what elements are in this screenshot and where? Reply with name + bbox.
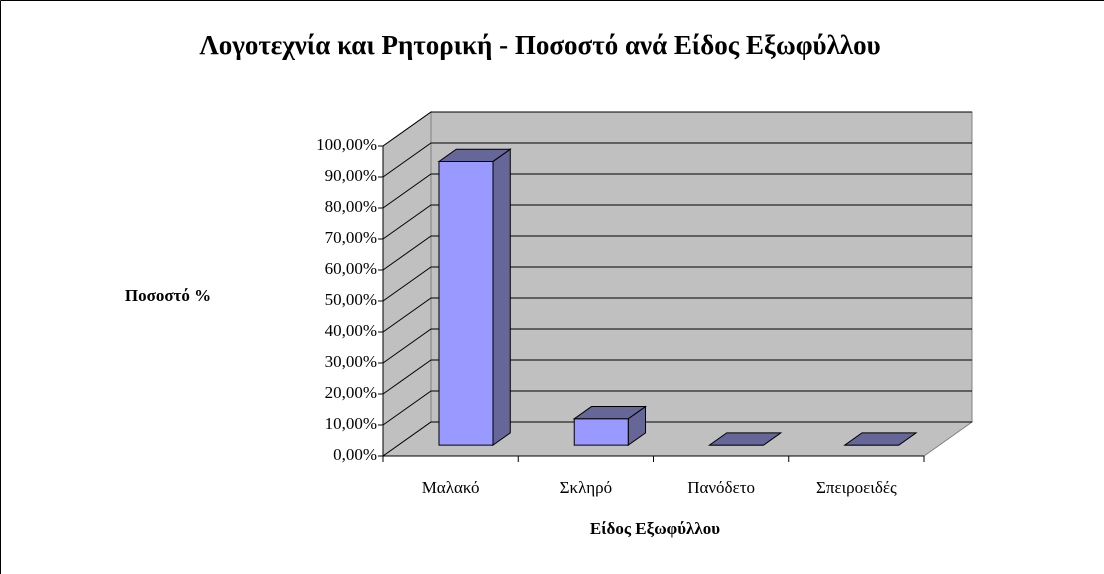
x-tick-label: Μαλακό [422,478,480,497]
y-tick-label: 80,00% [325,197,377,216]
grid-line [382,111,972,147]
x-tick-label: Σπειροειδές [816,478,897,497]
grid-line [382,297,972,333]
x-tick-label: Πανόδετο [687,478,755,497]
y-tick-label: 20,00% [325,383,377,402]
x-axis-label: Είδος Εξωφύλλου [590,519,720,538]
y-tick-label: 30,00% [325,352,377,371]
grid-line [382,359,972,395]
y-tick-label: 40,00% [325,321,377,340]
y-axis-label: Ποσοστό % [125,286,211,305]
grid-line [382,421,972,457]
grid-line [382,266,972,302]
grid-line [382,390,972,426]
bar-side [492,148,511,447]
y-tick-label: 100,00% [316,135,377,154]
grid-line [382,173,972,209]
bar-front [438,160,494,446]
y-tick-label: 70,00% [325,228,377,247]
y-tick-label: 90,00% [325,166,377,185]
bar-front [573,418,629,446]
y-tick-label: 60,00% [325,259,377,278]
grid-line [382,204,972,240]
grid-line [382,142,972,178]
bar-top [843,432,918,446]
bar-top [572,406,648,420]
grid-line [382,328,972,364]
x-tick-label: Σκληρό [560,478,612,497]
chart-title: Λογοτεχνία και Ρητορική - Ποσοστό ανά Εί… [199,30,880,60]
bar-top [437,148,512,162]
y-tick-label: 0,00% [333,445,377,464]
bar-top [707,432,783,446]
grid-line [382,235,972,271]
y-tick-label: 10,00% [325,414,377,433]
y-tick-label: 50,00% [325,290,377,309]
